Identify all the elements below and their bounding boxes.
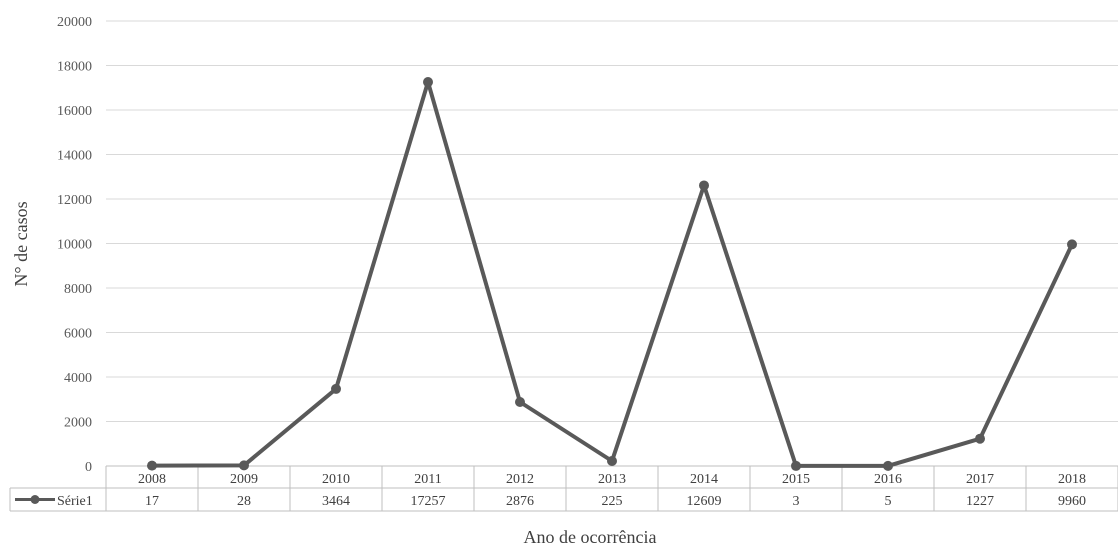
- table-value-cell: 225: [602, 494, 623, 509]
- table-value-cell: 3464: [322, 494, 350, 509]
- data-point: [607, 455, 617, 466]
- legend-series-name: Série1: [57, 494, 93, 509]
- data-point: [147, 460, 157, 471]
- data-point: [699, 180, 709, 191]
- x-category-label: 2018: [1058, 472, 1086, 487]
- x-category-label: 2008: [138, 472, 166, 487]
- y-tick-label: 10000: [57, 238, 92, 253]
- y-tick-label: 4000: [64, 371, 92, 386]
- table-value-cell: 17257: [411, 494, 446, 509]
- y-tick-label: 18000: [57, 60, 92, 75]
- x-category-label: 2013: [598, 472, 626, 487]
- table-value-cell: 9960: [1058, 494, 1086, 509]
- x-axis-title: Ano de ocorrência: [524, 527, 657, 547]
- data-point: [515, 397, 525, 408]
- x-category-label: 2015: [782, 472, 810, 487]
- y-axis-ticks: 0 2000 4000 6000 8000 10000 12000 14000 16000 180…: [57, 15, 92, 475]
- y-tick-label: 20000: [57, 15, 92, 30]
- y-tick-label: 16000: [57, 104, 92, 119]
- data-point: [975, 433, 985, 444]
- y-tick-label: 8000: [64, 282, 92, 297]
- data-point: [423, 77, 433, 88]
- series-line-layer: [147, 77, 1077, 471]
- x-category-label: 2009: [230, 472, 258, 487]
- y-tick-label: 6000: [64, 327, 92, 342]
- x-category-label: 2011: [414, 472, 441, 487]
- x-category-label: 2017: [966, 472, 994, 487]
- table-value-cell: 17: [145, 494, 159, 509]
- data-point: [1067, 239, 1077, 250]
- table-value-cell: 5: [885, 494, 892, 509]
- data-point: [883, 460, 893, 471]
- x-category-label: 2010: [322, 472, 350, 487]
- legend-marker: [30, 495, 40, 504]
- y-axis-title: N° de casos: [11, 201, 31, 286]
- data-point: [791, 460, 801, 471]
- table-value-cell: 28: [237, 494, 251, 509]
- x-category-label: 2012: [506, 472, 534, 487]
- series-line: [151, 80, 1074, 468]
- table-value-cell: 1227: [966, 494, 994, 509]
- data-table: 2008 17 2009 28 2010 3464 2011 17257 2012 2876 201…: [9, 465, 1118, 512]
- gridlines: [106, 20, 1118, 422]
- table-value-cell: 12609: [687, 494, 722, 509]
- y-tick-label: 12000: [57, 193, 92, 208]
- table-value-cell: 2876: [506, 494, 534, 509]
- x-category-label: 2016: [874, 472, 902, 487]
- data-point: [331, 383, 341, 394]
- y-tick-label: 2000: [64, 416, 92, 431]
- data-point: [239, 460, 249, 471]
- y-tick-label: 14000: [57, 149, 92, 164]
- x-category-label: 2014: [690, 472, 718, 487]
- table-value-cell: 3: [793, 494, 800, 509]
- y-tick-label: 0: [85, 460, 92, 475]
